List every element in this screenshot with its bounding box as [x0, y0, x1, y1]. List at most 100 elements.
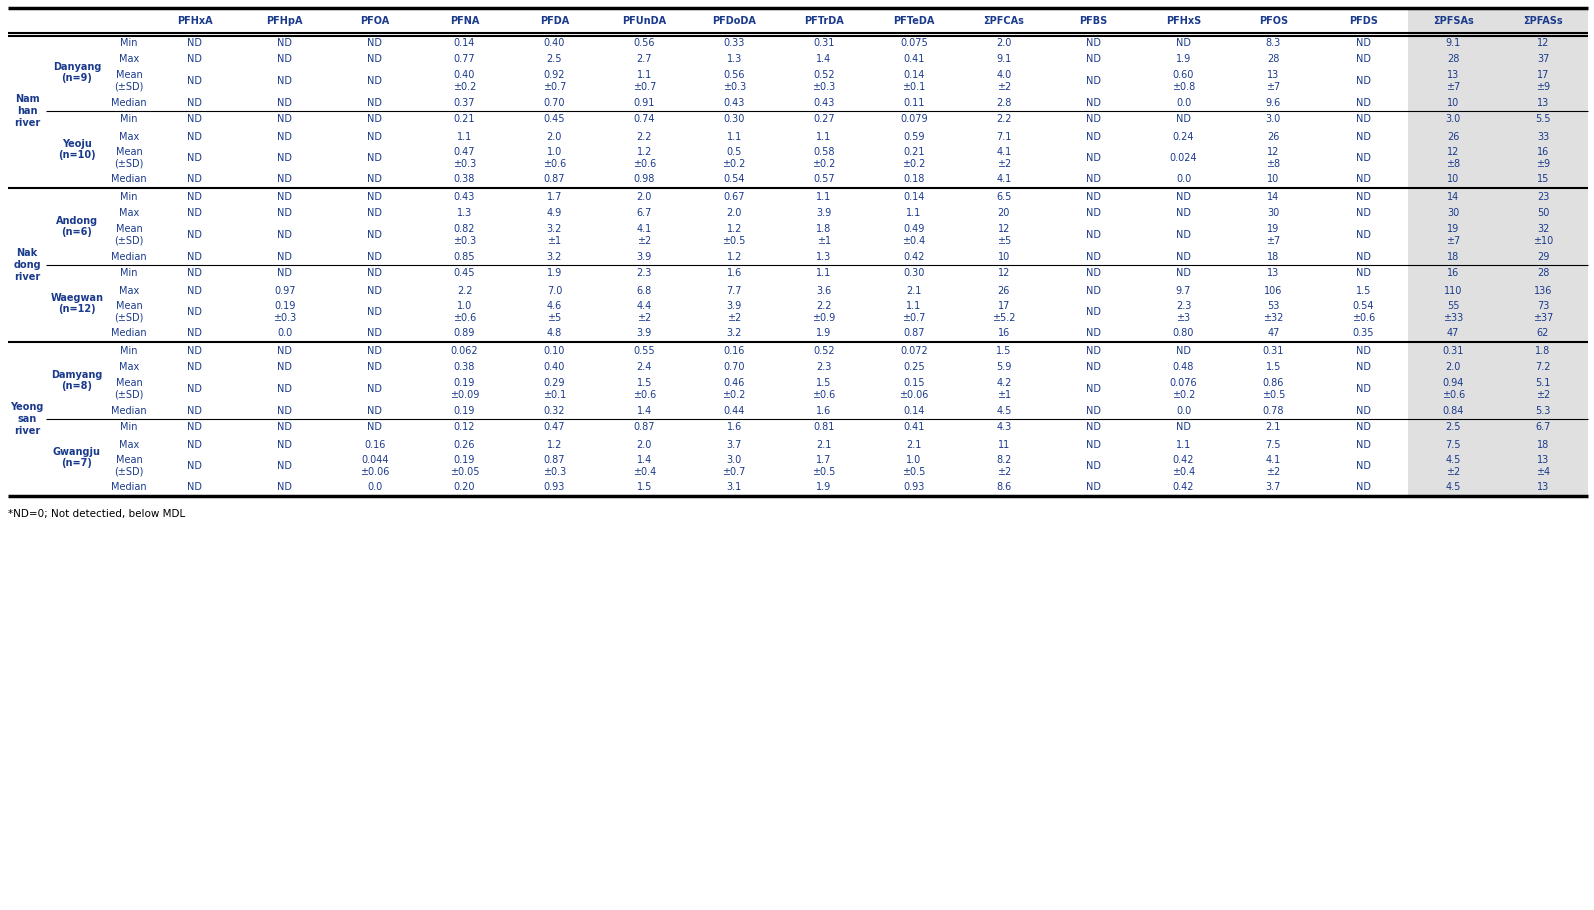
Text: ND: ND — [1356, 55, 1371, 65]
Text: 0.58
±0.2: 0.58 ±0.2 — [813, 147, 835, 168]
Text: ND: ND — [367, 346, 383, 356]
Text: 13: 13 — [1537, 97, 1549, 107]
Text: ND: ND — [188, 362, 202, 372]
Text: Min: Min — [120, 268, 137, 278]
Text: 13
±7: 13 ±7 — [1266, 70, 1280, 92]
Text: 0.024: 0.024 — [1170, 153, 1197, 163]
Text: 0.25: 0.25 — [904, 362, 925, 372]
Text: 62: 62 — [1537, 329, 1549, 339]
Text: Mean
(±SD): Mean (±SD) — [115, 147, 143, 168]
Text: *ND=0; Not detectied, below MDL: *ND=0; Not detectied, below MDL — [8, 509, 185, 519]
Text: ND: ND — [188, 230, 202, 240]
Text: ND: ND — [1356, 422, 1371, 432]
Text: 0.91: 0.91 — [634, 97, 655, 107]
Text: 18: 18 — [1537, 440, 1549, 450]
Text: Max: Max — [120, 132, 139, 141]
Text: 7.1: 7.1 — [996, 132, 1012, 141]
Text: 4.4
±2: 4.4 ±2 — [636, 301, 652, 323]
Text: 19
±7: 19 ±7 — [1266, 224, 1280, 246]
Text: 1.9: 1.9 — [1176, 55, 1191, 65]
Text: 37: 37 — [1537, 55, 1549, 65]
Text: 33: 33 — [1537, 132, 1549, 141]
Text: 2.3: 2.3 — [816, 362, 832, 372]
Text: 0.31: 0.31 — [1262, 346, 1285, 356]
Text: ND: ND — [188, 208, 202, 218]
Text: 3.9: 3.9 — [816, 208, 832, 218]
Text: ND: ND — [1356, 461, 1371, 471]
Text: 1.1: 1.1 — [727, 132, 741, 141]
Text: ND: ND — [277, 251, 292, 261]
Text: 0.87
±0.3: 0.87 ±0.3 — [544, 455, 566, 477]
Text: 0.52
±0.3: 0.52 ±0.3 — [813, 70, 835, 92]
Text: 0.43: 0.43 — [454, 191, 475, 201]
Text: Mean
(±SD): Mean (±SD) — [115, 70, 143, 92]
Text: 10: 10 — [1447, 175, 1460, 185]
Text: 0.93: 0.93 — [544, 482, 566, 492]
Text: 1.5: 1.5 — [1266, 362, 1282, 372]
Text: 13
±7: 13 ±7 — [1446, 70, 1460, 92]
Text: ND: ND — [367, 153, 383, 163]
Text: 3.2: 3.2 — [547, 251, 563, 261]
Text: 20: 20 — [998, 208, 1011, 218]
Text: 0.11: 0.11 — [904, 97, 925, 107]
Text: ND: ND — [277, 346, 292, 356]
Text: 5.3: 5.3 — [1535, 406, 1551, 416]
Text: ND: ND — [367, 329, 383, 339]
Text: 2.0: 2.0 — [727, 208, 741, 218]
Text: Median: Median — [112, 329, 147, 339]
Text: 110: 110 — [1444, 286, 1462, 296]
Text: 1.8: 1.8 — [1535, 346, 1551, 356]
Text: ND: ND — [277, 384, 292, 394]
Text: ND: ND — [1176, 268, 1191, 278]
Text: 18: 18 — [1447, 251, 1460, 261]
Text: ND: ND — [367, 307, 383, 317]
Text: ND: ND — [1176, 37, 1191, 47]
Text: 4.1
±2: 4.1 ±2 — [996, 147, 1012, 168]
Text: ND: ND — [1086, 97, 1101, 107]
Text: 6.7: 6.7 — [636, 208, 652, 218]
Text: 0.21: 0.21 — [454, 115, 475, 125]
Text: ND: ND — [1356, 406, 1371, 416]
Text: 14: 14 — [1267, 191, 1280, 201]
Text: 0.74: 0.74 — [633, 115, 655, 125]
Text: 0.57: 0.57 — [813, 175, 835, 185]
Text: PFDoDA: PFDoDA — [713, 16, 756, 26]
Text: 1.7
±0.5: 1.7 ±0.5 — [813, 455, 835, 477]
Text: 0.56: 0.56 — [633, 37, 655, 47]
Text: 0.77: 0.77 — [454, 55, 475, 65]
Text: 2.8: 2.8 — [996, 97, 1012, 107]
Text: Min: Min — [120, 422, 137, 432]
Text: ND: ND — [188, 153, 202, 163]
Text: 7.2: 7.2 — [1535, 362, 1551, 372]
Text: 0.60
±0.8: 0.60 ±0.8 — [1172, 70, 1196, 92]
Text: 0.38: 0.38 — [454, 175, 475, 185]
Text: 1.1: 1.1 — [816, 268, 832, 278]
Text: 2.2
±0.9: 2.2 ±0.9 — [813, 301, 835, 323]
Text: Median: Median — [112, 482, 147, 492]
Text: ND: ND — [1356, 153, 1371, 163]
Text: ND: ND — [1356, 97, 1371, 107]
Text: 0.40: 0.40 — [544, 37, 566, 47]
Text: 0.92
±0.7: 0.92 ±0.7 — [542, 70, 566, 92]
Text: ND: ND — [1356, 191, 1371, 201]
Text: ND: ND — [188, 175, 202, 185]
Text: 1.0
±0.6: 1.0 ±0.6 — [544, 147, 566, 168]
Text: 0.49
±0.4: 0.49 ±0.4 — [902, 224, 926, 246]
Text: 1.0
±0.5: 1.0 ±0.5 — [902, 455, 926, 477]
Text: Mean
(±SD): Mean (±SD) — [115, 455, 143, 477]
Text: 0.15
±0.06: 0.15 ±0.06 — [899, 379, 929, 399]
Text: 28: 28 — [1447, 55, 1460, 65]
Text: ND: ND — [1176, 346, 1191, 356]
Text: ND: ND — [1356, 482, 1371, 492]
Text: Andong
(n=6): Andong (n=6) — [56, 216, 99, 238]
Text: 0.24: 0.24 — [1173, 132, 1194, 141]
Text: 1.2
±0.6: 1.2 ±0.6 — [633, 147, 657, 168]
Text: Mean
(±SD): Mean (±SD) — [115, 224, 143, 246]
Text: 3.0
±0.7: 3.0 ±0.7 — [722, 455, 746, 477]
Text: 4.2
±1: 4.2 ±1 — [996, 379, 1012, 399]
Text: 0.42
±0.4: 0.42 ±0.4 — [1172, 455, 1196, 477]
Text: Max: Max — [120, 208, 139, 218]
Text: 4.5
±2: 4.5 ±2 — [1446, 455, 1460, 477]
Text: 2.0: 2.0 — [636, 440, 652, 450]
Text: 26: 26 — [1267, 132, 1280, 141]
